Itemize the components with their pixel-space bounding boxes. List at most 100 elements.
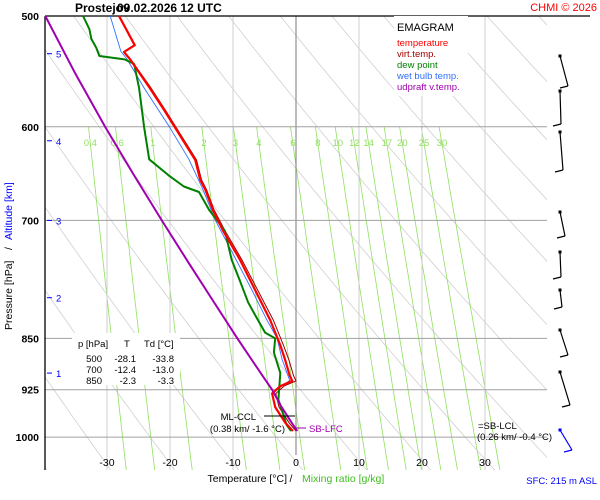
mixing-ratio-line	[334, 126, 389, 470]
wind-barb-staff	[559, 429, 573, 451]
mixing-ratio-line	[290, 126, 342, 470]
altitude-label: 3	[56, 216, 61, 227]
legend-wet-bulb: wet bulb temp.	[396, 71, 459, 82]
x-tick-label: -20	[162, 457, 177, 469]
mixing-ratio-line	[150, 126, 193, 470]
y-tick-label: 1000	[16, 432, 40, 444]
table-header-t: T	[124, 339, 130, 350]
y-tick-label: 850	[21, 333, 39, 345]
x-tick-label: 30	[479, 457, 491, 469]
legend-updraft: udpraft v.temp.	[397, 82, 460, 93]
mixing-ratio-label: 25	[419, 138, 430, 149]
background-lines	[45, 16, 600, 473]
mixing-ratio-line	[399, 126, 458, 470]
mixing-ratio-label: 30	[437, 138, 448, 149]
legend-dew-point: dew point	[397, 60, 438, 71]
wind-barb-staff	[559, 55, 569, 87]
mixing-ratio-line	[315, 126, 368, 470]
mixing-ratio-line	[420, 126, 482, 470]
dry-adiabat	[486, 16, 547, 83]
surface-altitude: SFC: 215 m ASL	[526, 476, 597, 487]
mixing-ratio-line	[365, 126, 422, 470]
wind-barb-flag	[552, 123, 562, 127]
wind-barb-staff	[559, 329, 569, 356]
wind-barb-flag	[552, 276, 562, 280]
wind-barb-flag	[561, 404, 571, 408]
dry-adiabat	[45, 206, 240, 470]
dry-adiabat	[45, 126, 304, 470]
table-cell: -3.3	[158, 376, 174, 387]
wind-barb-staff	[559, 90, 562, 125]
y-axis-label: Pressure [hPa]	[3, 260, 15, 330]
table-cell: 700	[86, 365, 102, 376]
table-cell: -33.8	[152, 354, 174, 365]
wind-barbs	[552, 54, 573, 453]
series-dew-point	[82, 15, 292, 432]
x-axis-label: Temperature [°C]	[208, 473, 288, 485]
y-tick-label: 700	[21, 215, 39, 227]
table-cell: -2.3	[120, 376, 136, 387]
mixing-ratio-label: 0.6	[111, 138, 124, 149]
mixing-ratio-label: 2	[201, 138, 206, 149]
mixing-ratio-label: 3	[233, 138, 238, 149]
y-tick-label: 500	[21, 11, 39, 23]
mixing-ratio-label: 1	[150, 138, 155, 149]
wind-barb-dot	[558, 250, 562, 254]
wind-barb-flag	[563, 449, 573, 453]
legend-temperature: temperature	[397, 38, 448, 49]
wind-barb-staff	[559, 251, 562, 278]
x-axis-label-mixing: Mixing ratio [g/kg]	[302, 473, 384, 485]
copyright: CHMI © 2026	[530, 2, 597, 14]
table-header-p: p [hPa]	[78, 339, 108, 350]
dry-adiabat	[228, 16, 547, 391]
altitude-label: 1	[56, 369, 61, 380]
y-tick-label: 600	[21, 122, 39, 134]
mixing-ratio-line	[88, 126, 127, 470]
dry-adiabat	[45, 466, 48, 470]
wind-barb-flag	[556, 235, 566, 239]
y-axis-separator: /	[3, 247, 15, 250]
wind-barb-dot	[558, 210, 562, 214]
x-tick-label: -10	[225, 457, 240, 469]
dry-adiabat	[279, 16, 547, 326]
x-tick-label: 0	[293, 457, 299, 469]
table-cell: -12.4	[114, 365, 136, 376]
dry-adiabat	[45, 376, 112, 470]
wind-barb-dot	[558, 288, 562, 292]
series-udpraft-v-temp	[44, 15, 299, 432]
dry-adiabat	[331, 16, 547, 262]
mixing-ratio-label: 20	[397, 138, 408, 149]
legend-title: EMAGRAM	[397, 22, 454, 34]
mixing-ratio-label: 10	[332, 138, 343, 149]
dry-adiabat	[435, 16, 547, 141]
wind-barb-dot	[558, 130, 562, 134]
series-temperature	[118, 15, 294, 432]
table-cell: -28.1	[114, 354, 136, 365]
sb-lcl-label: =SB-LCL	[478, 421, 517, 432]
y-axis-label-altitude: Altitude [km]	[3, 182, 15, 240]
dry-adiabat	[590, 16, 600, 473]
values-table: p [hPa] T Td [°C] 500 -28.1 -33.8 700 -1…	[72, 333, 180, 387]
wind-barb-staff	[559, 371, 571, 406]
wind-barb-staff	[559, 211, 566, 237]
mixing-ratio-label: 14	[363, 138, 374, 149]
wind-barb-flag	[559, 354, 569, 358]
mixing-ratio-label: 0.4	[84, 138, 97, 149]
mixing-ratio-line	[256, 126, 306, 470]
dry-adiabat	[45, 48, 368, 470]
mixing-ratio-line	[438, 126, 501, 470]
mixing-ratio-line	[115, 126, 156, 470]
ml-ccl-value: (0.38 km/ -1.6 °C)	[210, 424, 285, 435]
datetime: 09.02.2026 12 UTC	[117, 1, 222, 15]
wind-barb-flag	[554, 169, 564, 173]
mixing-ratio-label: 17	[382, 138, 393, 149]
wind-barb-flag	[559, 85, 569, 89]
sb-lfc-label: SB-LFC	[309, 424, 343, 435]
wind-barb-flag	[553, 306, 563, 310]
legend-virt-temp: virt.temp.	[397, 49, 436, 60]
x-tick-label: 10	[353, 457, 365, 469]
mixing-ratio-label: 12	[349, 138, 360, 149]
mixing-ratio-line	[383, 126, 442, 470]
altitude-label: 5	[56, 50, 61, 61]
